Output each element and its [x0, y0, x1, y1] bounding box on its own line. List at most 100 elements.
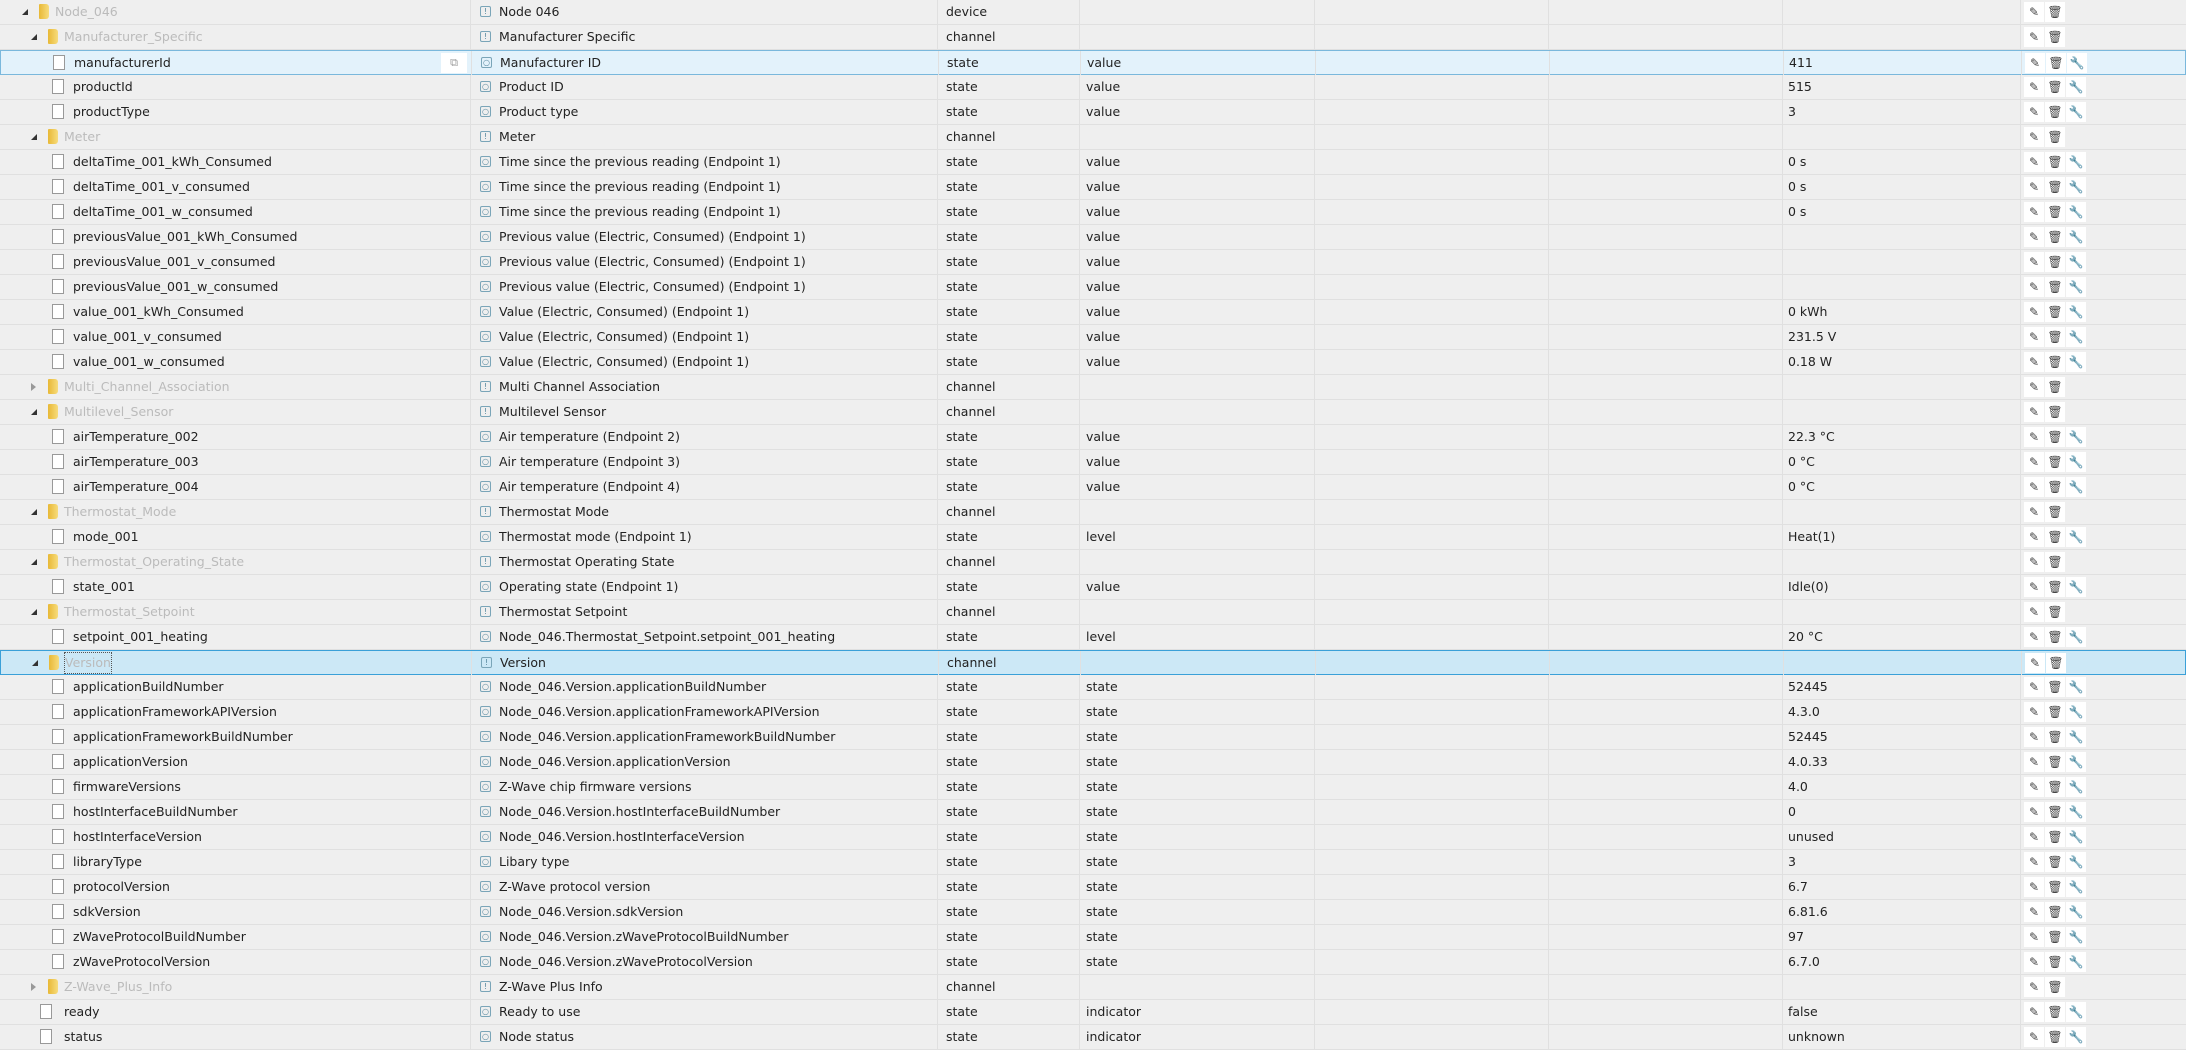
settings-button[interactable]: 🔧: [2066, 77, 2086, 97]
id-cell[interactable]: Z-Wave_Plus_Info: [0, 975, 471, 999]
settings-button[interactable]: 🔧: [2066, 852, 2086, 872]
settings-button[interactable]: 🔧: [2066, 227, 2086, 247]
collapse-toggle-icon[interactable]: [31, 509, 37, 515]
table-row[interactable]: zWaveProtocolBuildNumber ○ Node_046.Versio…: [0, 925, 2186, 950]
settings-button[interactable]: 🔧: [2066, 302, 2086, 322]
delete-button[interactable]: 🗑: [2045, 502, 2065, 522]
delete-button[interactable]: 🗑: [2045, 402, 2065, 422]
edit-button[interactable]: ✎: [2024, 377, 2044, 397]
delete-button[interactable]: 🗑: [2045, 1002, 2065, 1022]
edit-button[interactable]: ✎: [2024, 227, 2044, 247]
id-cell[interactable]: previousValue_001_kWh_Consumed: [0, 225, 471, 249]
table-row[interactable]: previousValue_001_kWh_Consumed ○ Previous …: [0, 225, 2186, 250]
settings-button[interactable]: 🔧: [2066, 577, 2086, 597]
delete-button[interactable]: 🗑: [2045, 552, 2065, 572]
edit-button[interactable]: ✎: [2024, 202, 2044, 222]
table-row[interactable]: zWaveProtocolVersion ○ Node_046.Version.zW…: [0, 950, 2186, 975]
settings-button[interactable]: 🔧: [2066, 827, 2086, 847]
id-cell[interactable]: value_001_v_consumed: [0, 325, 471, 349]
edit-button[interactable]: ✎: [2024, 677, 2044, 697]
edit-button[interactable]: ✎: [2024, 452, 2044, 472]
table-row[interactable]: Z-Wave_Plus_Info! Z-Wave Plus Info channel…: [0, 975, 2186, 1000]
collapse-toggle-icon[interactable]: [32, 660, 38, 666]
id-cell[interactable]: zWaveProtocolBuildNumber: [0, 925, 471, 949]
settings-button[interactable]: 🔧: [2066, 202, 2086, 222]
id-cell[interactable]: sdkVersion: [0, 900, 471, 924]
table-row[interactable]: Node_046! Node 046 device ✎ 🗑: [0, 0, 2186, 25]
edit-button[interactable]: ✎: [2024, 527, 2044, 547]
delete-button[interactable]: 🗑: [2045, 777, 2065, 797]
delete-button[interactable]: 🗑: [2045, 227, 2065, 247]
delete-button[interactable]: 🗑: [2045, 702, 2065, 722]
table-row[interactable]: applicationBuildNumber ○ Node_046.Version.…: [0, 675, 2186, 700]
edit-button[interactable]: ✎: [2024, 602, 2044, 622]
settings-button[interactable]: 🔧: [2066, 102, 2086, 122]
collapse-toggle-icon[interactable]: [31, 409, 37, 415]
delete-button[interactable]: 🗑: [2045, 452, 2065, 472]
settings-button[interactable]: 🔧: [2066, 277, 2086, 297]
table-row[interactable]: applicationFrameworkAPIVersion ○ Node_046.…: [0, 700, 2186, 725]
id-cell[interactable]: Thermostat_Operating_State: [0, 550, 471, 574]
delete-button[interactable]: 🗑: [2045, 527, 2065, 547]
edit-button[interactable]: ✎: [2024, 927, 2044, 947]
id-cell[interactable]: value_001_w_consumed: [0, 350, 471, 374]
edit-button[interactable]: ✎: [2024, 302, 2044, 322]
settings-button[interactable]: 🔧: [2066, 727, 2086, 747]
id-cell[interactable]: Thermostat_Mode: [0, 500, 471, 524]
settings-button[interactable]: 🔧: [2066, 627, 2086, 647]
id-cell[interactable]: Version: [1, 651, 472, 675]
edit-button[interactable]: ✎: [2024, 727, 2044, 747]
table-row[interactable]: value_001_kWh_Consumed ○ Value (Electric, …: [0, 300, 2186, 325]
settings-button[interactable]: 🔧: [2066, 752, 2086, 772]
edit-button[interactable]: ✎: [2024, 477, 2044, 497]
id-cell[interactable]: applicationFrameworkAPIVersion: [0, 700, 471, 724]
expand-toggle-icon[interactable]: [31, 983, 36, 991]
delete-button[interactable]: 🗑: [2045, 627, 2065, 647]
settings-button[interactable]: 🔧: [2066, 177, 2086, 197]
id-cell[interactable]: Multi_Channel_Association: [0, 375, 471, 399]
table-row[interactable]: applicationFrameworkBuildNumber ○ Node_046…: [0, 725, 2186, 750]
table-row[interactable]: deltaTime_001_v_consumed ○ Time since the …: [0, 175, 2186, 200]
id-cell[interactable]: hostInterfaceBuildNumber: [0, 800, 471, 824]
id-cell[interactable]: hostInterfaceVersion: [0, 825, 471, 849]
delete-button[interactable]: 🗑: [2045, 377, 2065, 397]
delete-button[interactable]: 🗑: [2046, 653, 2066, 673]
id-cell[interactable]: applicationFrameworkBuildNumber: [0, 725, 471, 749]
delete-button[interactable]: 🗑: [2045, 577, 2065, 597]
delete-button[interactable]: 🗑: [2045, 102, 2065, 122]
edit-button[interactable]: ✎: [2024, 2, 2044, 22]
settings-button[interactable]: 🔧: [2066, 152, 2086, 172]
edit-button[interactable]: ✎: [2024, 327, 2044, 347]
table-row[interactable]: previousValue_001_w_consumed ○ Previous va…: [0, 275, 2186, 300]
edit-button[interactable]: ✎: [2024, 752, 2044, 772]
collapse-toggle-icon[interactable]: [31, 559, 37, 565]
settings-button[interactable]: 🔧: [2066, 527, 2086, 547]
edit-button[interactable]: ✎: [2024, 702, 2044, 722]
edit-button[interactable]: ✎: [2024, 252, 2044, 272]
id-cell[interactable]: Manufacturer_Specific: [0, 25, 471, 49]
id-cell[interactable]: ready: [0, 1000, 471, 1024]
delete-button[interactable]: 🗑: [2045, 977, 2065, 997]
edit-button[interactable]: ✎: [2024, 402, 2044, 422]
delete-button[interactable]: 🗑: [2045, 302, 2065, 322]
settings-button[interactable]: 🔧: [2066, 902, 2086, 922]
table-row[interactable]: Multi_Channel_Association! Multi Channel …: [0, 375, 2186, 400]
table-row[interactable]: airTemperature_004 ○ Air temperature (Endp…: [0, 475, 2186, 500]
table-row[interactable]: hostInterfaceVersion ○ Node_046.Version.ho…: [0, 825, 2186, 850]
table-row[interactable]: setpoint_001_heating ○ Node_046.Thermostat…: [0, 625, 2186, 650]
id-cell[interactable]: mode_001: [0, 525, 471, 549]
table-row[interactable]: ready ○ Ready to use state indicator false ✎ 🗑 🔧: [0, 1000, 2186, 1025]
collapse-toggle-icon[interactable]: [22, 9, 28, 15]
settings-button[interactable]: 🔧: [2067, 53, 2087, 73]
table-row[interactable]: applicationVersion ○ Node_046.Version.appl…: [0, 750, 2186, 775]
settings-button[interactable]: 🔧: [2066, 1002, 2086, 1022]
table-row[interactable]: previousValue_001_v_consumed ○ Previous va…: [0, 250, 2186, 275]
delete-button[interactable]: 🗑: [2045, 902, 2065, 922]
edit-button[interactable]: ✎: [2024, 177, 2044, 197]
table-row[interactable]: deltaTime_001_kWh_Consumed ○ Time since th…: [0, 150, 2186, 175]
table-row[interactable]: Thermostat_Operating_State! Thermostat Op…: [0, 550, 2186, 575]
id-cell[interactable]: airTemperature_004: [0, 475, 471, 499]
edit-button[interactable]: ✎: [2024, 77, 2044, 97]
delete-button[interactable]: 🗑: [2045, 877, 2065, 897]
id-cell[interactable]: Meter: [0, 125, 471, 149]
